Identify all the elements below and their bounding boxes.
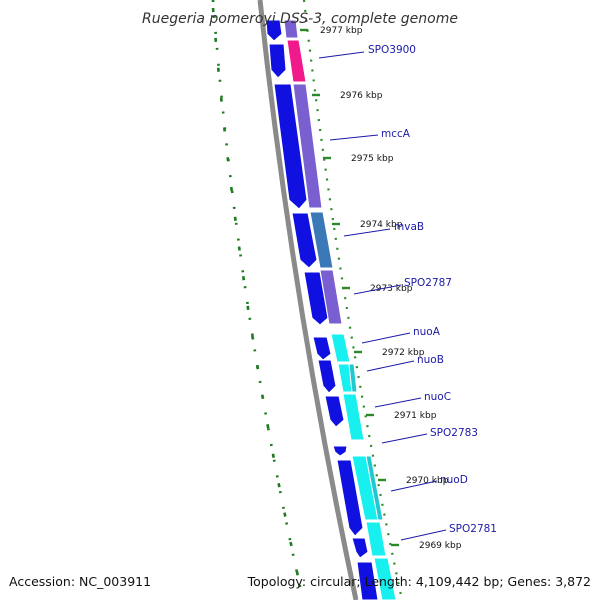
kbp-ticks: 2977 kbp 2976 kbp 2975 kbp 2974 kbp 2973 kbp… [300, 26, 462, 551]
cds-arrow [273, 83, 308, 210]
gene-label: mccA [381, 128, 411, 140]
gene-leader-line [390, 480, 438, 492]
map-title: Ruegeria pomeroyi DSS-3, complete genome [142, 11, 458, 27]
feature-block-nuoa [330, 333, 351, 363]
feature-block-spo2787 [319, 269, 343, 325]
kbp-label: 2976 kbp [340, 91, 383, 101]
kbp-label: 2970 kbp [406, 476, 449, 486]
gene-label: SPO2787 [404, 277, 452, 289]
kbp-label: 2969 kbp [419, 541, 462, 551]
gene-label: SPO2781 [449, 523, 497, 535]
cds-arrow [336, 459, 364, 537]
gene-leader-line [343, 228, 391, 237]
gene-labels: SPO3900 mccA mvaB SPO2787 nuoA nuoB nuoC SPO278… [318, 44, 497, 541]
gene-label: mvaB [394, 221, 424, 233]
gene-label: nuoC [424, 391, 451, 403]
feature-block-mcca [292, 83, 323, 209]
cds-arrow [317, 359, 337, 394]
gene-leader-line [329, 134, 379, 141]
gene-leader-line [400, 529, 447, 541]
gc-skew-trace [211, 7, 305, 600]
genome-backbone [257, 0, 359, 600]
gene-leader-line [381, 433, 428, 444]
kbp-label: 2972 kbp [382, 348, 425, 358]
kbp-label: 2971 kbp [394, 411, 437, 421]
gene-label: nuoB [417, 354, 444, 366]
gene-label: SPO2783 [430, 427, 478, 439]
kbp-label: 2974 kbp [360, 220, 403, 230]
cds-arrow [268, 43, 287, 79]
feature-block-nuob-2 [348, 363, 358, 393]
gene-leader-line [318, 51, 365, 59]
cds-arrow [265, 19, 283, 42]
feature-block-spo2781 [365, 521, 387, 557]
feature-block-top [283, 19, 299, 39]
feature-block-nuod-2 [365, 455, 384, 521]
feature-block-spo3900 [286, 39, 307, 83]
kbp-label: 2977 kbp [320, 26, 363, 36]
cds-arrow [332, 445, 348, 457]
cds-arrow [324, 395, 345, 428]
cds-arrow [291, 212, 318, 269]
cds-arrow [303, 271, 329, 326]
cds-arrow [356, 561, 379, 600]
feature-block-bottom [373, 557, 397, 600]
gene-leader-line [366, 360, 415, 372]
gene-leader-line [361, 332, 411, 344]
feature-block-nuoc [342, 393, 365, 441]
cds-arrow [312, 336, 332, 361]
kbp-label: 2975 kbp [351, 154, 394, 164]
forward-cds-track [265, 19, 379, 600]
gene-label: SPO3900 [368, 44, 416, 56]
feature-block-mvab [309, 211, 334, 269]
kbp-label: 2973 kbp [370, 284, 413, 294]
feature-track [283, 19, 397, 600]
gene-leader-line [353, 284, 402, 295]
genome-summary: Topology: circular; Length: 4,109,442 bp… [247, 574, 591, 589]
gene-label: nuoD [440, 474, 468, 486]
gene-label: nuoA [413, 326, 441, 338]
gene-leader-line [374, 397, 422, 408]
cds-arrow [351, 537, 369, 559]
accession-label: Accession: NC_003911 [9, 574, 151, 589]
